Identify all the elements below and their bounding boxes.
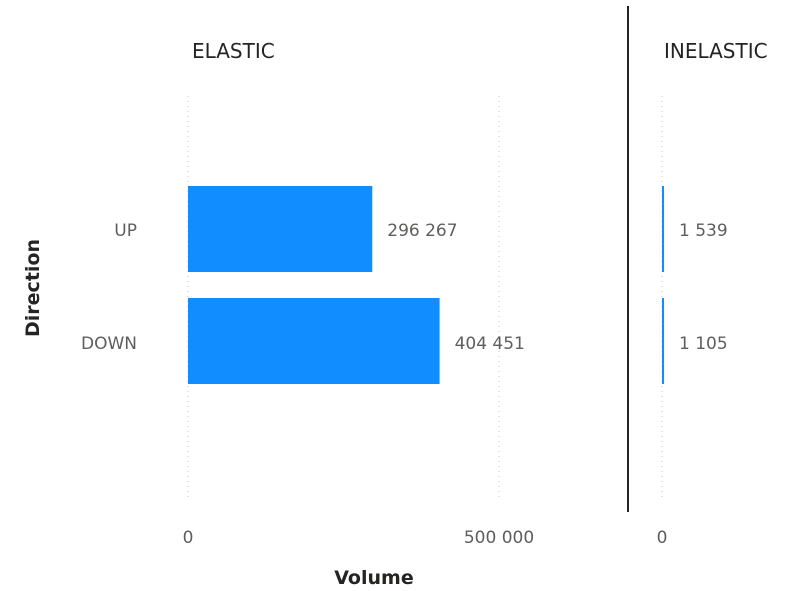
x-tick-label: 500 000 (464, 528, 534, 548)
bar-up (188, 186, 373, 272)
bar-up (662, 186, 664, 272)
x-tick-label: 0 (657, 528, 668, 548)
panel-inelastic: INELASTIC 0 1 539 1 105 (657, 39, 768, 548)
data-label: 404 451 (455, 334, 525, 354)
panel-elastic: ELASTIC 0 500 000 296 267 404 451 (183, 39, 535, 548)
category-label: DOWN (81, 334, 137, 354)
data-label: 1 105 (679, 334, 728, 354)
category-label: UP (114, 221, 137, 241)
y-axis-title: Direction (22, 239, 44, 337)
bar-down (188, 298, 440, 384)
panel-title: ELASTIC (192, 39, 275, 63)
data-label: 296 267 (387, 221, 457, 241)
x-tick-label: 0 (183, 528, 194, 548)
bar-down (662, 298, 664, 384)
panel-title: INELASTIC (664, 39, 768, 63)
x-axis-title: Volume (334, 567, 413, 589)
data-label: 1 539 (679, 221, 728, 241)
